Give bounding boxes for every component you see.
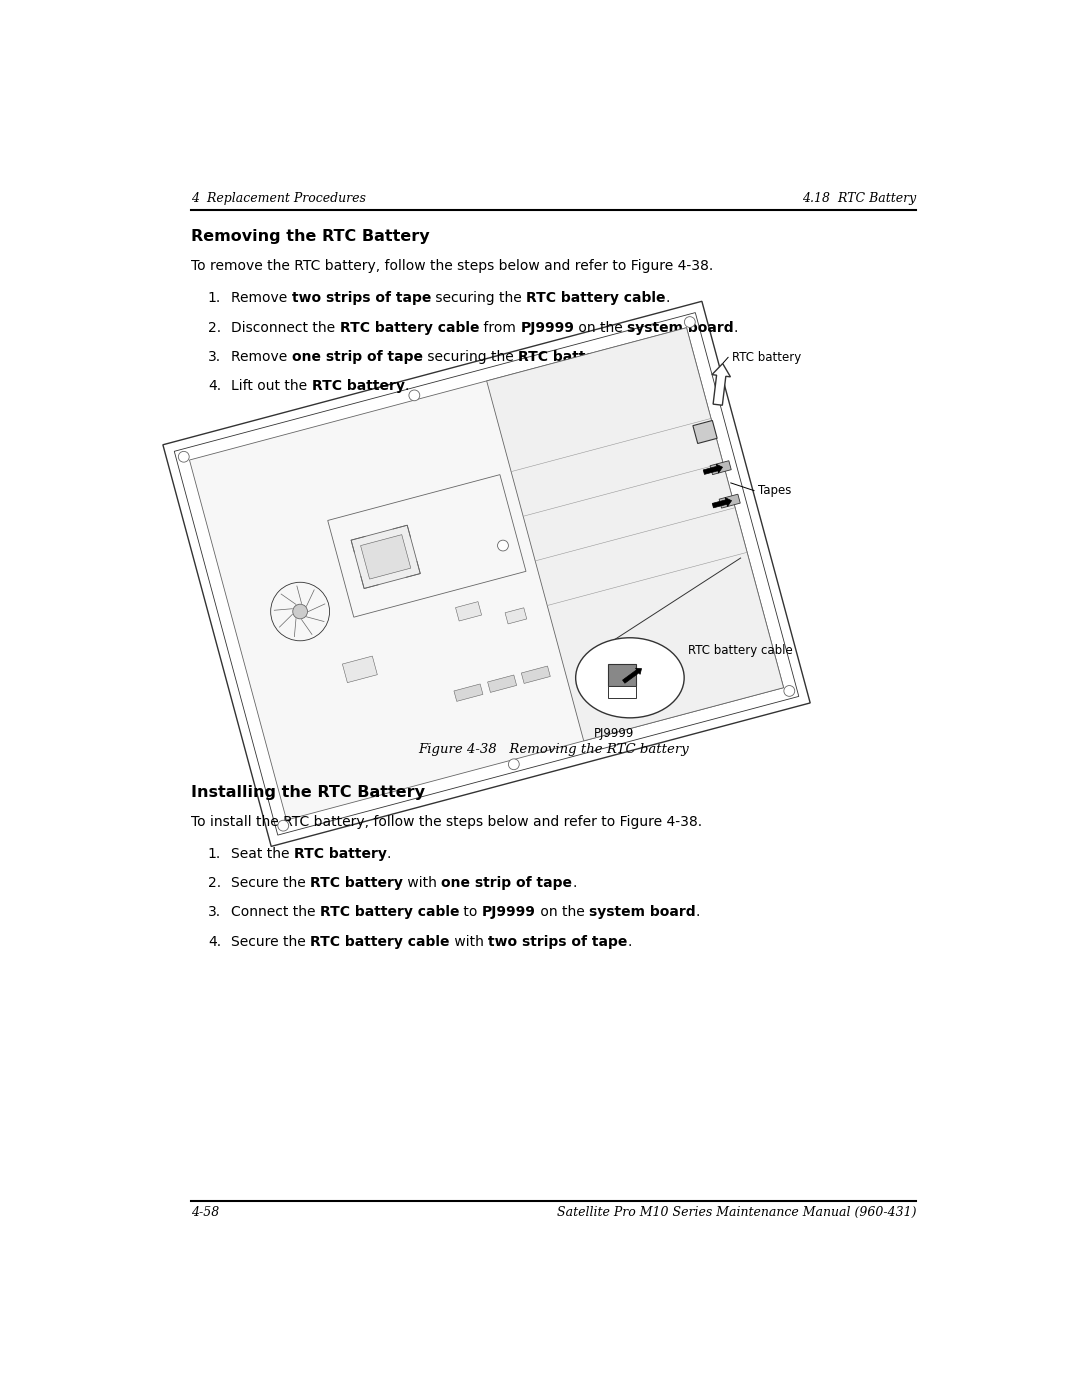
Polygon shape bbox=[712, 363, 730, 405]
Text: Tapes: Tapes bbox=[758, 485, 792, 497]
Polygon shape bbox=[608, 664, 636, 686]
Text: Secure the: Secure the bbox=[231, 935, 310, 949]
Text: Seat the: Seat the bbox=[231, 847, 294, 861]
Text: RTC battery: RTC battery bbox=[294, 847, 387, 861]
Polygon shape bbox=[693, 420, 717, 443]
Text: Connect the: Connect the bbox=[231, 905, 320, 919]
Text: RTC battery cable: RTC battery cable bbox=[339, 321, 480, 335]
Circle shape bbox=[178, 451, 189, 462]
Text: 3.: 3. bbox=[207, 905, 221, 919]
Text: 3.: 3. bbox=[207, 351, 221, 365]
Polygon shape bbox=[189, 328, 784, 820]
Text: RTC battery: RTC battery bbox=[312, 379, 405, 393]
Polygon shape bbox=[622, 668, 642, 683]
Polygon shape bbox=[711, 461, 731, 475]
Polygon shape bbox=[703, 464, 723, 475]
Polygon shape bbox=[361, 535, 410, 580]
Text: RTC battery cable: RTC battery cable bbox=[688, 644, 793, 658]
Polygon shape bbox=[487, 675, 516, 693]
Text: Satellite Pro M10 Series Maintenance Manual (960-431): Satellite Pro M10 Series Maintenance Man… bbox=[556, 1207, 916, 1220]
Text: with: with bbox=[449, 935, 488, 949]
Text: securing the: securing the bbox=[431, 292, 526, 306]
Text: RTC battery cable: RTC battery cable bbox=[526, 292, 665, 306]
Polygon shape bbox=[505, 608, 527, 624]
Ellipse shape bbox=[576, 638, 684, 718]
Text: on the: on the bbox=[536, 905, 590, 919]
Text: 4.: 4. bbox=[207, 379, 221, 393]
Text: Remove: Remove bbox=[231, 351, 292, 365]
Circle shape bbox=[293, 605, 308, 619]
Circle shape bbox=[509, 759, 519, 770]
Text: Remove: Remove bbox=[231, 292, 292, 306]
Text: 1.: 1. bbox=[207, 847, 221, 861]
Circle shape bbox=[784, 686, 795, 696]
Text: one strip of tape: one strip of tape bbox=[292, 351, 422, 365]
Text: 2.: 2. bbox=[207, 876, 221, 890]
Text: To install the RTC battery, follow the steps below and refer to Figure 4-38.: To install the RTC battery, follow the s… bbox=[191, 814, 702, 828]
Text: Removing the RTC Battery: Removing the RTC Battery bbox=[191, 229, 430, 244]
Polygon shape bbox=[454, 685, 483, 701]
Text: .: . bbox=[696, 905, 700, 919]
Text: RTC battery cable: RTC battery cable bbox=[310, 935, 449, 949]
Polygon shape bbox=[522, 666, 551, 683]
Text: 4.: 4. bbox=[207, 935, 221, 949]
Text: RTC battery: RTC battery bbox=[310, 876, 403, 890]
Text: PJ9999: PJ9999 bbox=[483, 905, 536, 919]
Text: To remove the RTC battery, follow the steps below and refer to Figure 4-38.: To remove the RTC battery, follow the st… bbox=[191, 260, 713, 274]
Text: with: with bbox=[403, 876, 442, 890]
Text: RTC battery: RTC battery bbox=[732, 351, 801, 363]
Text: system board: system board bbox=[627, 321, 734, 335]
Polygon shape bbox=[712, 497, 731, 509]
Polygon shape bbox=[342, 657, 377, 683]
Text: from: from bbox=[480, 321, 521, 335]
Text: on the: on the bbox=[575, 321, 627, 335]
Polygon shape bbox=[719, 495, 740, 509]
Text: .: . bbox=[387, 847, 391, 861]
Text: .: . bbox=[665, 292, 670, 306]
Text: .: . bbox=[405, 379, 409, 393]
Text: two strips of tape: two strips of tape bbox=[488, 935, 627, 949]
Text: Disconnect the: Disconnect the bbox=[231, 321, 339, 335]
Text: 4.18  RTC Battery: 4.18 RTC Battery bbox=[802, 193, 916, 205]
Text: .: . bbox=[734, 321, 739, 335]
Circle shape bbox=[685, 317, 696, 327]
Polygon shape bbox=[351, 525, 420, 588]
Text: Figure 4-38   Removing the RTC battery: Figure 4-38 Removing the RTC battery bbox=[418, 743, 689, 756]
Text: 4  Replacement Procedures: 4 Replacement Procedures bbox=[191, 193, 366, 205]
Text: to: to bbox=[459, 905, 483, 919]
Text: .: . bbox=[610, 351, 616, 365]
Circle shape bbox=[409, 390, 420, 401]
Text: Secure the: Secure the bbox=[231, 876, 310, 890]
Text: system board: system board bbox=[590, 905, 696, 919]
Text: RTC battery: RTC battery bbox=[517, 351, 610, 365]
Polygon shape bbox=[487, 328, 784, 740]
Text: PJ9999: PJ9999 bbox=[593, 726, 634, 740]
Text: RTC battery cable: RTC battery cable bbox=[320, 905, 459, 919]
Text: 1.: 1. bbox=[207, 292, 221, 306]
Text: .: . bbox=[627, 935, 632, 949]
Circle shape bbox=[278, 820, 288, 831]
Text: PJ9999: PJ9999 bbox=[521, 321, 575, 335]
Text: .: . bbox=[572, 876, 577, 890]
Text: two strips of tape: two strips of tape bbox=[292, 292, 431, 306]
Polygon shape bbox=[456, 602, 482, 622]
Circle shape bbox=[498, 541, 509, 550]
Text: one strip of tape: one strip of tape bbox=[442, 876, 572, 890]
Text: 2.: 2. bbox=[207, 321, 221, 335]
Text: securing the: securing the bbox=[422, 351, 517, 365]
Text: Lift out the: Lift out the bbox=[231, 379, 312, 393]
Polygon shape bbox=[608, 686, 636, 698]
Text: Installing the RTC Battery: Installing the RTC Battery bbox=[191, 785, 424, 799]
Text: 4-58: 4-58 bbox=[191, 1207, 219, 1220]
